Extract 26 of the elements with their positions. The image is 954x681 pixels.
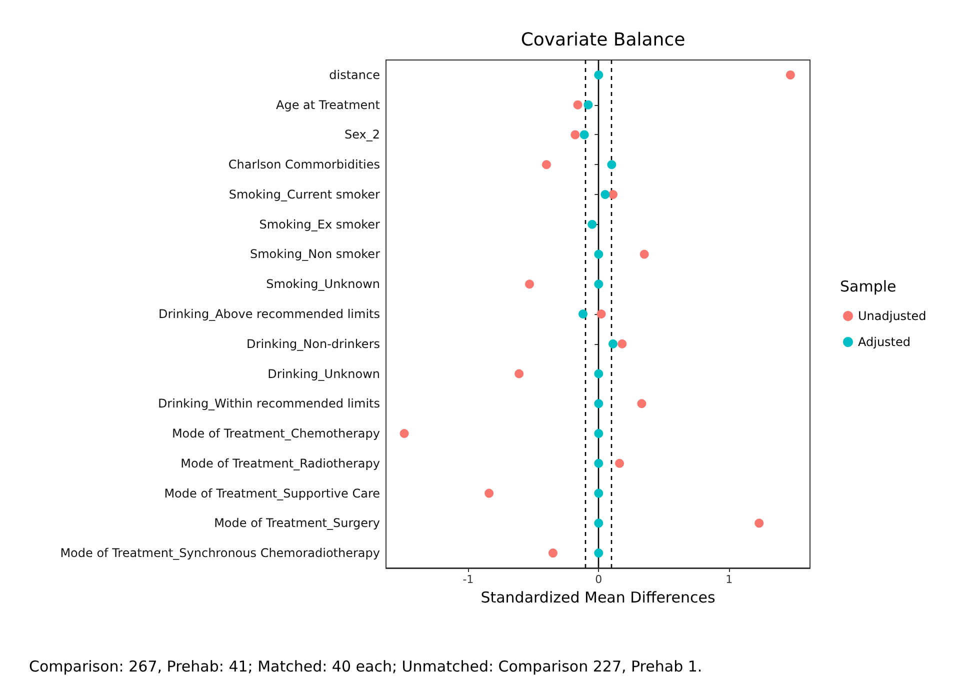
y-tick-label: Age at Treatment	[276, 98, 380, 112]
y-tick-label: Mode of Treatment_Supportive Care	[164, 486, 380, 500]
x-axis-title: Standardized Mean Differences	[480, 588, 716, 606]
text: Comparison: 267, Prehab: 41; Matched: 40 each; Unmatched: Comparison 227, Prehab 1.	[29, 658, 702, 676]
chart-title: Covariate Balance	[520, 30, 686, 50]
legend-label: Unadjusted	[858, 309, 926, 323]
y-tick-label: distance	[329, 68, 380, 82]
legend-label: Adjusted	[858, 335, 911, 349]
y-tick-label: Drinking_Unknown	[268, 366, 380, 381]
x-tick-label: 0	[595, 573, 602, 586]
y-tick-label: Mode of Treatment_Synchronous Chemoradiotherapy	[60, 546, 380, 560]
y-tick-label: Smoking_Unknown	[266, 277, 380, 292]
y-tick-label: Smoking_Non smoker	[250, 247, 380, 262]
y-tick-label: Drinking_Within recommended limits	[158, 396, 380, 411]
x-tick-label: 1	[726, 573, 733, 586]
x-tick-label: -1	[462, 573, 474, 586]
legend-title: Sample	[840, 278, 896, 296]
y-tick-label: Smoking_Ex smoker	[259, 217, 380, 232]
y-tick-label: Mode of Treatment_Chemotherapy	[172, 426, 380, 441]
y-tick-label: Drinking_Non-drinkers	[246, 336, 380, 351]
y-tick-label: Drinking_Above recommended limits	[158, 307, 380, 321]
y-tick-label: Charlson Commorbidities	[228, 158, 380, 172]
y-tick-label: Mode of Treatment_Surgery	[214, 516, 380, 530]
y-tick-label: Smoking_Current smoker	[228, 187, 380, 202]
y-tick-label: Sex_2	[344, 128, 380, 142]
y-tick-label: Mode of Treatment_Radiotherapy	[180, 456, 380, 470]
